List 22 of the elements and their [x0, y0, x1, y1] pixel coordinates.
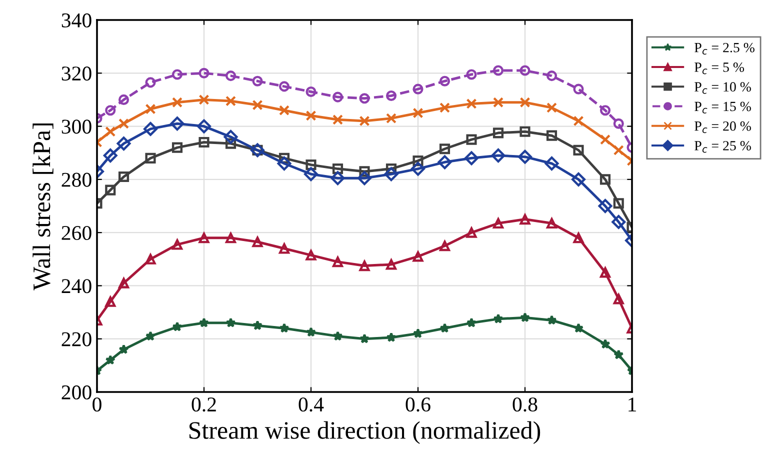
y-tick-label: 240	[62, 279, 92, 294]
x-tick-label: 0.8	[512, 397, 538, 412]
x-tick-label: 0.6	[406, 397, 430, 412]
legend-label: P$_{c}$ = 20 %	[694, 121, 751, 134]
y-tick-label: 260	[62, 226, 92, 240]
y-tick-label: 300	[62, 120, 92, 134]
legend-label: P$_{c}$ = 10 %	[694, 82, 751, 94]
y-tick-label: 200	[62, 385, 92, 400]
legend-label: P$_{c}$ = 25 %	[694, 141, 751, 153]
y-tick-label: 340	[62, 13, 92, 28]
x-tick-label: 0.4	[298, 397, 324, 412]
x-axis-title: Stream wise direction (normalized)	[190, 421, 540, 444]
x-tick-label: 1	[628, 398, 636, 412]
y-axis-title: Wall stress [kPa]	[32, 123, 54, 290]
x-tick-label: 0.2	[192, 397, 216, 412]
legend-label: P$_{c}$ = 5 %	[694, 62, 744, 74]
legend-label: P$_{c}$ = 15 %	[694, 102, 751, 114]
x-tick-label: 0	[92, 397, 102, 412]
y-tick-label: 220	[62, 332, 92, 346]
y-tick-label: 320	[62, 66, 92, 81]
legend-label: P$_{c}$ = 2.5 %	[694, 42, 754, 55]
y-tick-label: 280	[62, 172, 92, 187]
